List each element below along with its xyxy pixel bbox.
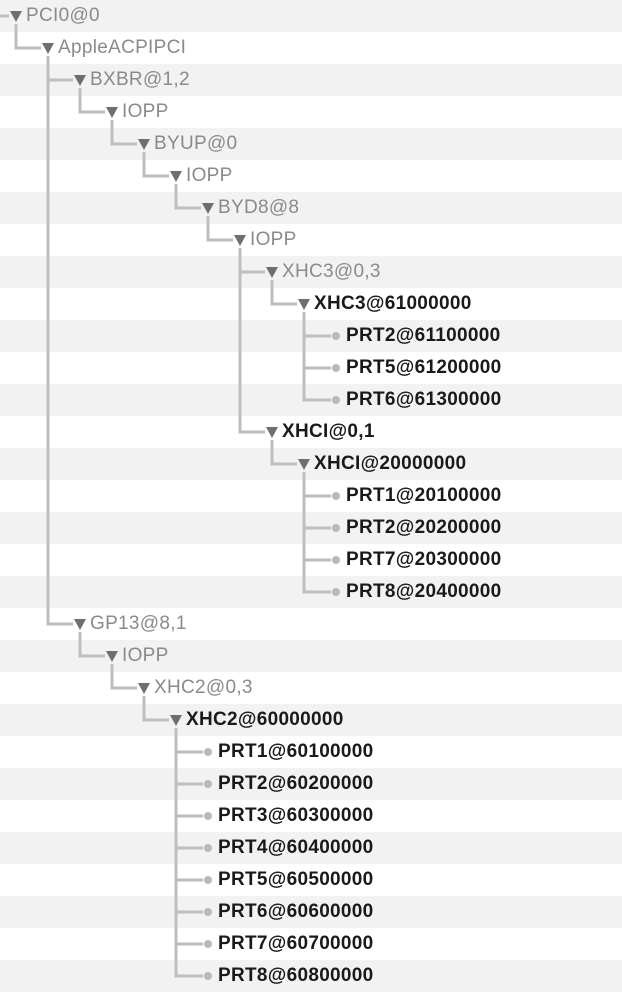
tree-node-label: BXBR@1,2 [90,69,190,90]
tree-node-label: AppleACPIPCI [58,37,187,58]
tree-row-leaf[interactable]: PRT5@60500000 [0,864,622,896]
disclosure-triangle-icon[interactable] [298,299,310,310]
tree-node-label: XHCI@20000000 [314,453,467,474]
tree-node-label: PRT2@20200000 [346,517,502,538]
tree-row-node[interactable]: XHC3@0,3 [0,256,622,288]
tree-node-label: PRT6@61300000 [346,389,502,410]
leaf-bullet-icon [332,396,340,404]
leaf-bullet-icon [204,972,212,980]
tree-node-label: IOPP [186,165,233,186]
tree-row-leaf[interactable]: PRT6@61300000 [0,384,622,416]
disclosure-triangle-icon[interactable] [138,683,150,694]
tree-row-leaf[interactable]: PRT2@20200000 [0,512,622,544]
tree-node-label: IOPP [122,101,169,122]
leaf-bullet-icon [204,748,212,756]
tree-node-label: PRT6@60600000 [218,901,374,922]
tree-row-node[interactable]: XHC2@0,3 [0,672,622,704]
tree-row-node[interactable]: XHC2@60000000 [0,704,622,736]
disclosure-triangle-icon[interactable] [106,651,118,662]
leaf-bullet-icon [204,812,212,820]
tree-node-label: PRT2@60200000 [218,773,374,794]
leaf-bullet-icon [204,876,212,884]
disclosure-triangle-icon[interactable] [138,139,150,150]
disclosure-triangle-icon[interactable] [170,171,182,182]
tree-row-node[interactable]: BYUP@0 [0,128,622,160]
tree-node-label: PRT1@20100000 [346,485,502,506]
tree-row-node[interactable]: IOPP [0,640,622,672]
tree-row-leaf[interactable]: PRT6@60600000 [0,896,622,928]
tree-node-label: PRT4@60400000 [218,837,374,858]
leaf-bullet-icon [204,908,212,916]
disclosure-triangle-icon[interactable] [10,11,22,22]
tree-node-label: PRT2@61100000 [346,325,501,346]
disclosure-triangle-icon[interactable] [74,75,86,86]
tree-node-label: IOPP [250,229,297,250]
tree-row-node[interactable]: IOPP [0,96,622,128]
tree-row-node[interactable]: IOPP [0,160,622,192]
disclosure-triangle-icon[interactable] [234,235,246,246]
tree-node-label: XHC2@60000000 [186,709,344,730]
tree-row-leaf[interactable]: PRT2@60200000 [0,768,622,800]
tree-row-node[interactable]: GP13@8,1 [0,608,622,640]
tree-row-leaf[interactable]: PRT4@60400000 [0,832,622,864]
leaf-bullet-icon [332,492,340,500]
tree-node-label: BYD8@8 [218,197,300,218]
leaf-bullet-icon [332,524,340,532]
tree-node-label: PRT8@20400000 [346,581,502,602]
tree-node-label: BYUP@0 [154,133,238,154]
tree-row-leaf[interactable]: PRT1@60100000 [0,736,622,768]
tree-row-node[interactable]: AppleACPIPCI [0,32,622,64]
tree-node-label: PRT3@60300000 [218,805,374,826]
tree-node-label: XHC2@0,3 [154,677,253,698]
tree-row-leaf[interactable]: PRT8@60800000 [0,960,622,992]
tree-row-node[interactable]: IOPP [0,224,622,256]
tree-row-leaf[interactable]: PRT3@60300000 [0,800,622,832]
tree-row-leaf[interactable]: PRT1@20100000 [0,480,622,512]
tree-row-leaf[interactable]: PRT7@60700000 [0,928,622,960]
disclosure-triangle-icon[interactable] [74,619,86,630]
tree-node-label: PRT7@60700000 [218,933,374,954]
tree-row-node[interactable]: XHC3@61000000 [0,288,622,320]
leaf-bullet-icon [204,940,212,948]
tree-node-label: PCI0@0 [26,5,100,26]
tree-row-node[interactable]: XHCI@0,1 [0,416,622,448]
tree-node-label: PRT8@60800000 [218,965,374,986]
tree-row-leaf[interactable]: PRT2@61100000 [0,320,622,352]
leaf-bullet-icon [204,844,212,852]
disclosure-triangle-icon[interactable] [170,715,182,726]
tree-row-leaf[interactable]: PRT5@61200000 [0,352,622,384]
disclosure-triangle-icon[interactable] [266,267,278,278]
tree-node-label: XHC3@61000000 [314,293,472,314]
tree-node-label: IOPP [122,645,169,666]
tree-row-node[interactable]: BYD8@8 [0,192,622,224]
tree-row-leaf[interactable]: PRT7@20300000 [0,544,622,576]
tree-node-label: XHCI@0,1 [282,421,375,442]
disclosure-triangle-icon[interactable] [106,107,118,118]
leaf-bullet-icon [332,364,340,372]
leaf-bullet-icon [332,332,340,340]
tree-row-node[interactable]: BXBR@1,2 [0,64,622,96]
tree-row-leaf[interactable]: PRT8@20400000 [0,576,622,608]
tree-row-node[interactable]: XHCI@20000000 [0,448,622,480]
tree-node-label: PRT5@61200000 [346,357,502,378]
leaf-bullet-icon [332,556,340,564]
leaf-bullet-icon [204,780,212,788]
tree-node-label: PRT5@60500000 [218,869,374,890]
tree-node-label: PRT1@60100000 [218,741,374,762]
tree-node-label: PRT7@20300000 [346,549,502,570]
disclosure-triangle-icon[interactable] [202,203,214,214]
tree-node-label: XHC3@0,3 [282,261,381,282]
tree-node-label: GP13@8,1 [90,613,187,634]
tree-row-node[interactable]: PCI0@0 [0,0,622,32]
disclosure-triangle-icon[interactable] [298,459,310,470]
disclosure-triangle-icon[interactable] [266,427,278,438]
leaf-bullet-icon [332,588,340,596]
disclosure-triangle-icon[interactable] [42,43,54,54]
